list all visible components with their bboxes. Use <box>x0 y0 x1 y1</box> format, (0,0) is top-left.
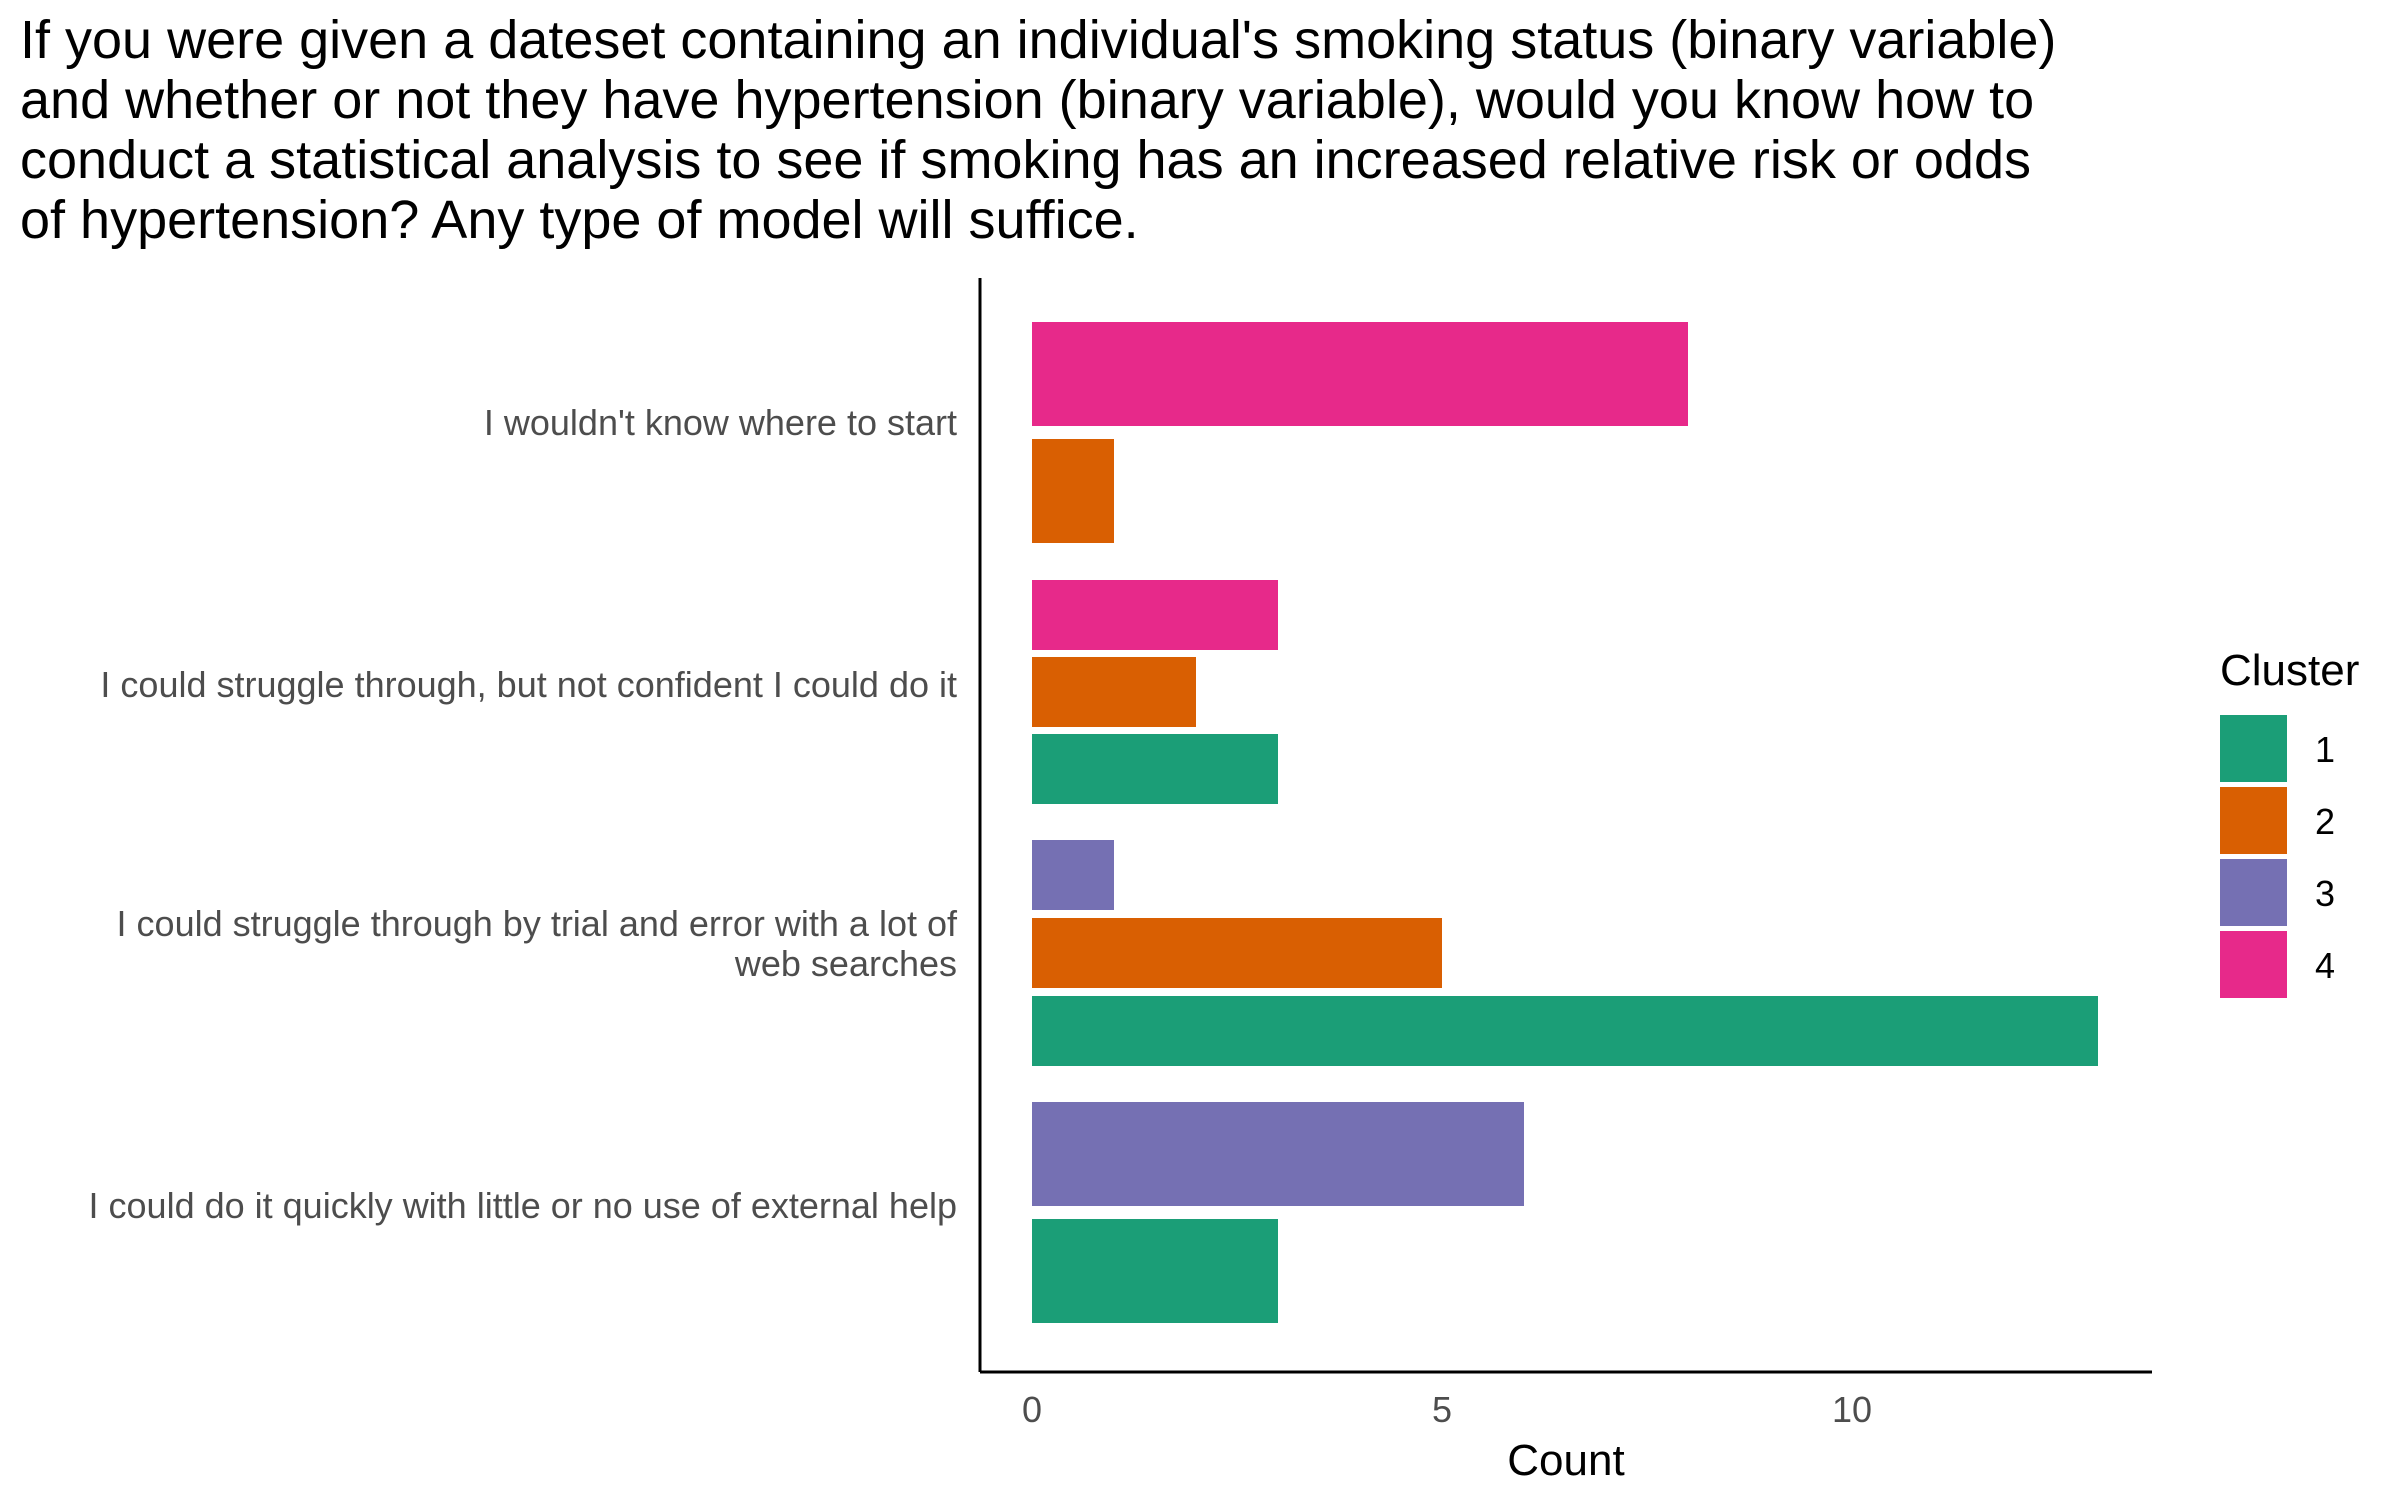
legend-swatch-2 <box>2220 787 2287 854</box>
x-tick-label: 5 <box>1432 1389 1452 1430</box>
category-label: I wouldn't know where to start <box>484 402 957 443</box>
bar-cluster-1 <box>1032 996 2098 1066</box>
legend: Cluster 1 2 3 4 <box>2220 646 2359 998</box>
axes-layer <box>978 278 2152 1374</box>
bar-cluster-1 <box>1032 734 1278 804</box>
x-axis-title: Count <box>1507 1436 1624 1485</box>
legend-swatch-1 <box>2220 715 2287 782</box>
category-label-line: I could struggle through, but not confid… <box>100 664 957 705</box>
bar-cluster-1 <box>1032 1219 1278 1323</box>
bar-cluster-3 <box>1032 840 1114 910</box>
legend-swatch-3 <box>2220 859 2287 926</box>
bar-cluster-2 <box>1032 657 1196 727</box>
category-label-line: I could do it quickly with little or no … <box>89 1185 957 1226</box>
legend-label-1: 1 <box>2315 729 2335 770</box>
bar-cluster-2 <box>1032 439 1114 543</box>
category-label-line: web searches <box>734 943 957 984</box>
category-label-line: I could struggle through by trial and er… <box>117 903 958 944</box>
bar-cluster-4 <box>1032 322 1688 426</box>
bar-cluster-3 <box>1032 1102 1524 1206</box>
category-labels: I wouldn't know where to start I could st… <box>89 402 958 1226</box>
x-tick-label: 10 <box>1832 1389 1872 1430</box>
legend-label-2: 2 <box>2315 801 2335 842</box>
legend-title: Cluster <box>2220 646 2359 695</box>
legend-swatch-4 <box>2220 931 2287 998</box>
legend-label-3: 3 <box>2315 873 2335 914</box>
category-label: I could struggle through by trial and er… <box>117 903 958 984</box>
bars-layer <box>1032 322 2098 1323</box>
category-label-line: I wouldn't know where to start <box>484 402 957 443</box>
bar-cluster-2 <box>1032 918 1442 988</box>
chart-title: If you were given a dateset containing a… <box>20 10 2057 250</box>
x-tick-label: 0 <box>1022 1389 1042 1430</box>
category-label: I could do it quickly with little or no … <box>89 1185 957 1226</box>
x-tick-labels: 0 5 10 <box>1022 1389 1872 1430</box>
category-label: I could struggle through, but not confid… <box>100 664 957 705</box>
bar-cluster-4 <box>1032 580 1278 650</box>
legend-label-4: 4 <box>2315 945 2335 986</box>
